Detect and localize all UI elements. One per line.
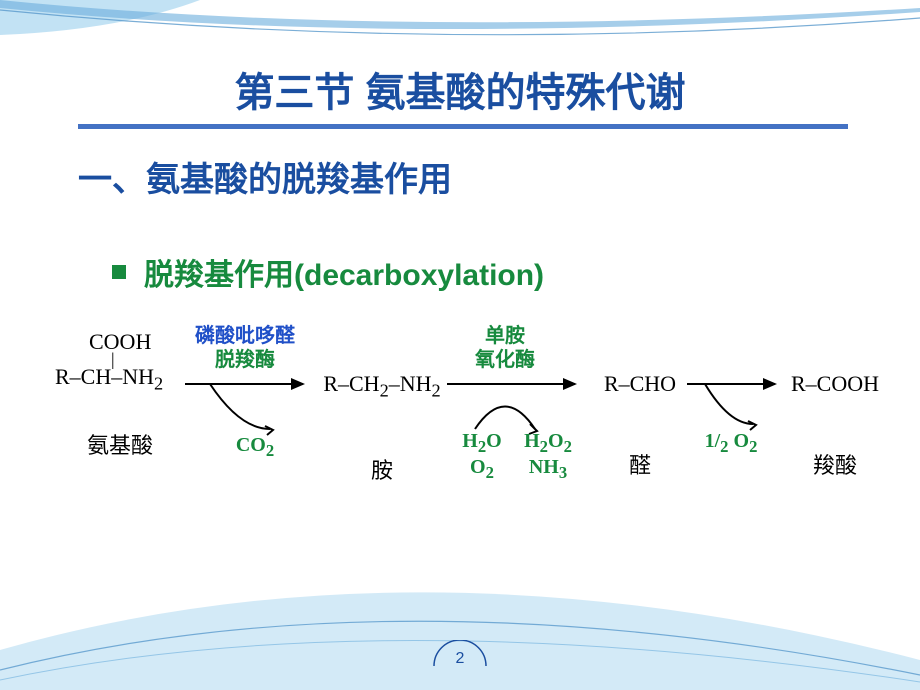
enzyme-2-l1: 单胺 [455, 324, 555, 348]
byproduct-h2o2-nh3: H2O2 NH3 [517, 430, 579, 482]
byproduct-o2: O2 [453, 456, 511, 482]
enzyme-1-label: 磷酸吡哆醛 脱羧酶 [185, 324, 305, 372]
label-amino-acid: 氨基酸 [55, 428, 185, 460]
byproduct-half-o2: 1/2 O2 [691, 430, 771, 456]
page-number: 2 [430, 650, 490, 668]
reactant-amino-acid: COOH | R–CH–NH2 氨基酸 [55, 330, 185, 460]
formula-aldehyde: R–CHO [595, 372, 685, 396]
label-carboxylic: 羧酸 [785, 448, 885, 480]
enzyme-2-l2: 氧化酶 [455, 348, 555, 372]
bullet-square-icon [112, 265, 126, 279]
byproduct-h2o-o2: H2O O2 [453, 430, 511, 482]
byproduct-nh3: NH3 [517, 456, 579, 482]
bullet-item: 脱羧基作用(decarboxylation) [112, 250, 544, 294]
byproduct-h2o2: H2O2 [517, 430, 579, 456]
label-amine: 胺 [317, 453, 447, 485]
formula-amine: R–CH2–NH2 [317, 372, 447, 401]
page-number-badge: 2 [430, 650, 490, 668]
enzyme-2-label: 单胺 氧化酶 [455, 324, 555, 372]
label-aldehyde: 醛 [595, 448, 685, 480]
reaction-diagram: COOH | R–CH–NH2 氨基酸 磷酸吡哆醛 脱羧酶 CO2 R–CH2–… [55, 330, 875, 530]
enzyme-1-cofactor: 磷酸吡哆醛 [185, 324, 305, 348]
formula-rchnh2: R–CH–NH2 [55, 365, 185, 394]
section-heading: 一、氨基酸的脱羧基作用 [78, 152, 452, 201]
formula-cooh: COOH [55, 330, 185, 354]
product-carboxylic-acid: R–COOH 羧酸 [785, 372, 885, 480]
formula-carboxylic: R–COOH [785, 372, 885, 396]
product-amine: R–CH2–NH2 胺 [317, 372, 447, 485]
title-underline [78, 124, 848, 129]
bullet-text: 脱羧基作用(decarboxylation) [144, 250, 544, 294]
slide-title: 第三节 氨基酸的特殊代谢 [0, 60, 920, 118]
enzyme-1-name: 脱羧酶 [185, 348, 305, 372]
byproduct-h2o: H2O [453, 430, 511, 456]
byproduct-co2: CO2 [225, 434, 285, 460]
product-aldehyde: R–CHO 醛 [595, 372, 685, 480]
